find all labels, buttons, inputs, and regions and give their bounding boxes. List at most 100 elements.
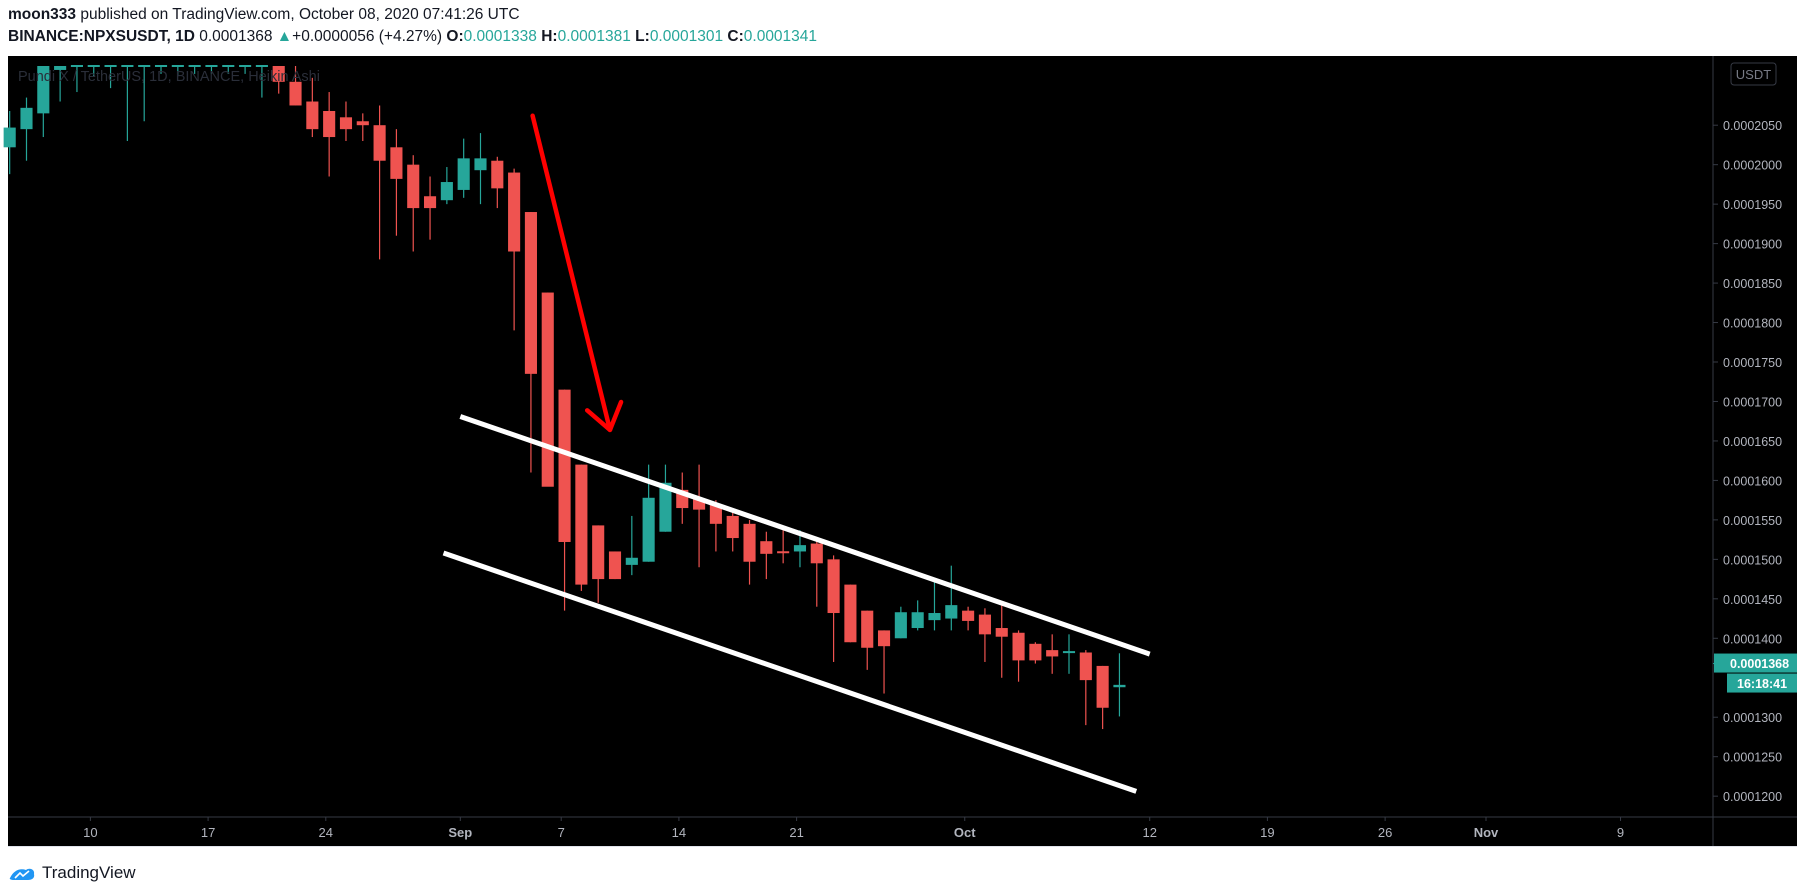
candle bbox=[306, 77, 319, 138]
candle bbox=[894, 606, 907, 639]
x-tick-label: 17 bbox=[201, 825, 215, 840]
footer-brand[interactable]: TradingView bbox=[8, 860, 136, 886]
candle bbox=[827, 555, 840, 662]
x-tick-label: 21 bbox=[789, 825, 803, 840]
candle-body bbox=[222, 65, 235, 67]
up-triangle-icon: ▲ bbox=[276, 28, 293, 45]
candle-body bbox=[945, 605, 958, 619]
symbol-line: BINANCE:NPXSUSDT, 1D 0.0001368 ▲+0.00000… bbox=[8, 26, 1798, 48]
channel-lower-line[interactable] bbox=[442, 550, 1138, 794]
candle bbox=[592, 525, 605, 603]
candle bbox=[37, 66, 50, 138]
candle-body bbox=[777, 551, 790, 554]
candle bbox=[407, 155, 420, 252]
candle bbox=[222, 65, 235, 74]
candle-body bbox=[810, 543, 823, 564]
candle bbox=[3, 110, 16, 175]
candle-body bbox=[3, 127, 16, 148]
candle-body bbox=[20, 107, 33, 130]
candle-body bbox=[356, 121, 369, 126]
candle-body bbox=[508, 172, 521, 252]
candle-body bbox=[642, 497, 655, 562]
candle bbox=[962, 606, 975, 631]
candle bbox=[54, 66, 67, 102]
candle bbox=[289, 66, 302, 106]
trend-arrow-head[interactable] bbox=[584, 399, 624, 433]
currency-badge-box bbox=[1730, 62, 1777, 86]
candle bbox=[524, 212, 537, 473]
candle bbox=[121, 65, 134, 141]
close-label: C: bbox=[727, 28, 744, 45]
candle bbox=[323, 92, 336, 177]
currency-badge[interactable]: USDT bbox=[1730, 62, 1777, 86]
y-tick-label: 0.0001750 bbox=[1723, 356, 1782, 370]
candle-body bbox=[558, 389, 571, 542]
y-tick-label: 0.0002000 bbox=[1723, 159, 1782, 173]
x-tick-label: 26 bbox=[1378, 825, 1392, 840]
symbol-name[interactable]: BINANCE:NPXSUSDT, 1D bbox=[8, 28, 195, 45]
candle-body bbox=[760, 541, 773, 554]
candle-body bbox=[37, 66, 50, 114]
published-text: published on TradingView.com, October 08… bbox=[80, 6, 520, 23]
candle-body bbox=[608, 551, 622, 580]
x-tick-label: Oct bbox=[954, 825, 976, 840]
candle bbox=[255, 65, 268, 98]
candle-body bbox=[121, 65, 134, 67]
candle-body bbox=[659, 482, 672, 532]
y-tick-label: 0.0001400 bbox=[1723, 632, 1782, 646]
candle bbox=[390, 129, 403, 236]
channel-upper-line[interactable] bbox=[459, 414, 1151, 657]
candle bbox=[1079, 650, 1092, 726]
y-tick-label: 0.0001950 bbox=[1723, 198, 1782, 212]
candle bbox=[138, 65, 151, 122]
candle bbox=[978, 608, 991, 662]
y-tick-label: 0.0001850 bbox=[1723, 277, 1782, 291]
y-tick-label: 0.0001650 bbox=[1723, 435, 1782, 449]
x-tick-label: Sep bbox=[448, 825, 472, 840]
x-tick-label: 10 bbox=[83, 825, 97, 840]
candle bbox=[104, 65, 117, 89]
candle-body bbox=[289, 81, 302, 106]
candle bbox=[373, 105, 386, 260]
candle-body bbox=[188, 65, 201, 67]
candle-body bbox=[272, 66, 285, 82]
y-tick-label: 0.0001200 bbox=[1723, 790, 1782, 804]
y-tick-label: 0.0001600 bbox=[1723, 474, 1782, 488]
candle bbox=[356, 113, 369, 141]
tradingview-brand: TradingView bbox=[42, 863, 136, 882]
candle bbox=[844, 584, 857, 643]
candle bbox=[87, 65, 100, 77]
candle-body bbox=[154, 65, 168, 67]
candle-body bbox=[423, 196, 437, 209]
candle-body bbox=[1046, 650, 1059, 657]
candle-body bbox=[54, 66, 67, 70]
close-value: 0.0001341 bbox=[743, 28, 818, 45]
candle-body bbox=[844, 584, 857, 643]
candle bbox=[793, 530, 807, 568]
candle-body bbox=[1079, 652, 1092, 681]
trend-arrow-shaft[interactable] bbox=[530, 113, 613, 433]
x-axis-ticks: 10 17 24 Sep 7 14 21 Oct 12 19 26 Nov 9 bbox=[83, 817, 1624, 840]
candle bbox=[877, 630, 891, 694]
candle-body bbox=[457, 158, 470, 190]
open-value: 0.0001338 bbox=[463, 28, 537, 45]
candle bbox=[205, 65, 218, 74]
candle-body bbox=[87, 65, 100, 67]
candle bbox=[1012, 630, 1025, 682]
candle-body bbox=[104, 65, 117, 67]
high-value: 0.0001381 bbox=[557, 28, 631, 45]
candle-body bbox=[995, 628, 1008, 637]
author-name[interactable]: moon333 bbox=[8, 6, 77, 23]
candle bbox=[457, 138, 470, 198]
candle-body bbox=[1062, 651, 1076, 654]
candle-body bbox=[541, 292, 554, 487]
candle bbox=[810, 539, 823, 607]
candle-body bbox=[407, 164, 420, 209]
candle bbox=[474, 133, 487, 205]
y-axis-ticks: 0.0002050 0.0002000 0.0001950 0.0001900 0.00… bbox=[1713, 119, 1782, 804]
price-axis-background bbox=[1713, 56, 1797, 846]
x-tick-label: 7 bbox=[558, 825, 565, 840]
candle-body bbox=[743, 523, 756, 562]
last-price-badge bbox=[1714, 653, 1797, 673]
